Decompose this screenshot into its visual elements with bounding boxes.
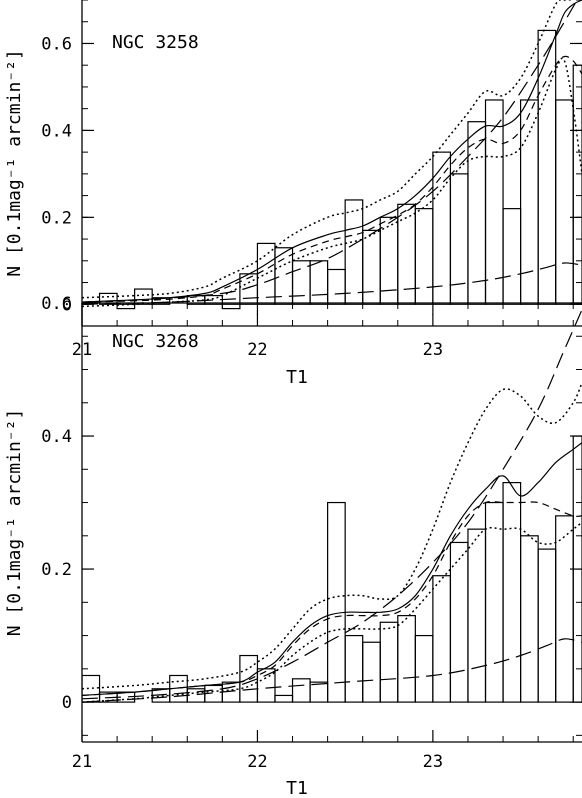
- curve-dotted-1: [82, 382, 582, 690]
- curve-dotted-2: [82, 57, 582, 308]
- histogram-bin: [151, 297, 171, 305]
- histogram-bin: [291, 260, 311, 305]
- panel-ngc-3268: 0 0.2 0.4 0.6 21 22 23 T1 N [0.1mag⁻¹ arcmin⁻²] N…: [4, 294, 582, 798]
- x-axis-title: T1: [286, 778, 308, 798]
- histogram-bin: [362, 229, 381, 305]
- histogram-bin: [519, 535, 539, 703]
- y-tick-label: 0.6: [41, 294, 72, 314]
- y-axis-title: N [0.1mag⁻¹ arcmin⁻²]: [4, 409, 25, 637]
- plot-area: [82, 0, 582, 310]
- histogram-bin: [467, 121, 487, 305]
- curve-solid-0: [82, 0, 582, 303]
- histogram-bin: [291, 678, 311, 703]
- histogram-bin: [221, 303, 241, 310]
- x-tick-label: 22: [247, 752, 267, 772]
- histogram-bin: [414, 208, 434, 305]
- histogram-bin: [414, 634, 434, 703]
- curve-solid-0: [82, 442, 582, 696]
- histogram-bin: [432, 575, 452, 703]
- plot-area: [82, 309, 582, 703]
- galaxy-annotation: NGC 3258: [112, 32, 199, 53]
- histogram-bin: [397, 615, 416, 703]
- histogram-bin: [572, 64, 582, 305]
- histogram-bin: [555, 515, 574, 703]
- curve-long-dashed-4: [82, 0, 578, 303]
- histogram-bin: [134, 288, 153, 305]
- x-tick-label: 23: [423, 340, 443, 360]
- histogram-bin: [362, 641, 381, 703]
- histogram-bin: [309, 260, 329, 305]
- curve-dotted-2: [82, 521, 582, 703]
- histogram-bin: [537, 548, 557, 703]
- histogram-bin: [502, 481, 522, 703]
- histogram-bin: [274, 694, 294, 703]
- histogram-bin: [344, 199, 364, 305]
- histogram-bin: [116, 303, 136, 310]
- histogram-bin: [327, 501, 346, 703]
- histogram-bin: [484, 99, 504, 305]
- y-tick-label: 0: [62, 295, 72, 315]
- histogram-bin: [379, 621, 399, 703]
- histogram-bin: [467, 528, 487, 703]
- curve-long-dashed-5: [82, 262, 582, 305]
- x-tick-label: 21: [72, 752, 92, 772]
- histogram-bin: [502, 208, 522, 305]
- curve-short-dashed-3: [82, 500, 582, 696]
- histogram-bin: [344, 634, 364, 703]
- histogram-bin: [327, 268, 346, 305]
- x-tick-label: 22: [247, 340, 267, 360]
- y-axis-title: N [0.1mag⁻¹ arcmin⁻²]: [4, 49, 25, 277]
- y-tick-label: 0.2: [41, 208, 72, 228]
- y-tick-label: 0.4: [41, 121, 72, 141]
- curve-dotted-1: [82, 0, 574, 299]
- galaxy-annotation: NGC 3268: [112, 331, 199, 352]
- y-tick-label: 0: [62, 693, 72, 713]
- curve-short-dashed-3: [82, 55, 582, 303]
- x-tick-label: 23: [423, 752, 443, 772]
- x-axis-title: T1: [286, 367, 308, 388]
- curve-long-dashed-4: [82, 309, 582, 700]
- y-tick-label: 0.2: [41, 560, 72, 580]
- y-tick-label: 0.6: [41, 34, 72, 54]
- histogram-bin: [256, 668, 276, 703]
- curve-long-dashed-5: [82, 638, 582, 703]
- histogram-bin: [572, 435, 582, 703]
- y-tick-label: 0.4: [41, 427, 72, 447]
- histogram-bin: [484, 501, 504, 703]
